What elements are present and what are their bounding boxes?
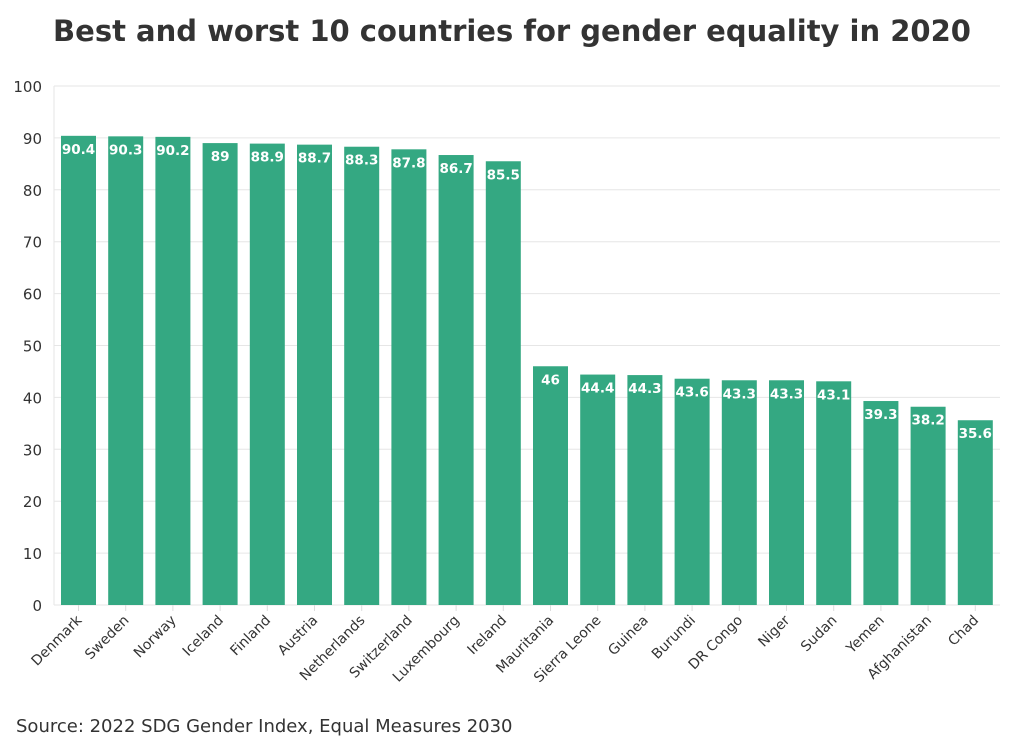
data-label: 38.2 (911, 413, 944, 429)
data-label: 88.9 (251, 150, 284, 166)
x-tick-label: Austria (275, 613, 321, 659)
bar (580, 374, 616, 605)
data-label: 89 (211, 149, 230, 165)
bar (816, 381, 852, 605)
y-tick-label: 20 (23, 493, 42, 511)
bar (533, 366, 568, 605)
x-tick-label: Sudan (798, 613, 841, 656)
y-tick-label: 60 (23, 286, 42, 304)
x-tick-label: Niger (755, 612, 793, 650)
data-label: 86.7 (439, 161, 472, 177)
x-tick-label: Chad (945, 613, 982, 650)
bar (769, 380, 804, 605)
bar (721, 380, 757, 605)
bar (485, 161, 521, 605)
bar (391, 149, 427, 605)
data-label: 35.6 (959, 426, 992, 442)
data-label: 90.2 (156, 143, 189, 159)
data-label: 44.3 (628, 381, 661, 397)
x-tick-label: Guinea (605, 613, 651, 659)
data-label: 88.7 (298, 151, 331, 167)
bar (627, 375, 663, 605)
y-tick-label: 100 (13, 78, 42, 96)
y-tick-label: 80 (23, 182, 42, 200)
bar (863, 401, 899, 605)
data-label: 44.4 (581, 381, 614, 397)
data-label: 43.1 (817, 387, 850, 403)
bar (155, 136, 191, 605)
data-label: 90.4 (62, 142, 95, 158)
x-tick-label: Norway (131, 613, 180, 662)
y-tick-label: 30 (23, 441, 42, 459)
bar (108, 136, 144, 605)
x-tick-label: Finland (227, 613, 274, 660)
x-tick-label: Iceland (180, 613, 227, 660)
bar (438, 155, 474, 606)
data-label: 87.8 (392, 155, 425, 171)
chart-title: Best and worst 10 countries for gender e… (53, 14, 971, 48)
y-tick-label: 90 (23, 130, 42, 148)
data-label: 43.6 (675, 385, 708, 401)
data-label: 88.3 (345, 153, 378, 169)
bar (674, 378, 710, 605)
data-label: 46 (541, 372, 560, 388)
data-label: 43.3 (770, 386, 803, 402)
y-tick-label: 10 (23, 545, 42, 563)
bar (297, 144, 332, 605)
y-tick-label: 40 (23, 389, 42, 407)
bar (957, 420, 993, 605)
bar (202, 143, 238, 605)
y-tick-label: 70 (23, 234, 42, 252)
bar (344, 146, 380, 605)
source-note: Source: 2022 SDG Gender Index, Equal Mea… (16, 716, 513, 737)
bar (249, 143, 285, 605)
bar (910, 406, 946, 605)
bar (61, 135, 96, 605)
x-tick-label: Ireland (465, 613, 511, 659)
data-label: 43.3 (723, 386, 756, 402)
data-label: 39.3 (864, 407, 897, 423)
y-tick-label: 50 (23, 338, 42, 356)
x-tick-label: Yemen (843, 613, 888, 658)
data-label: 90.3 (109, 142, 142, 158)
x-tick-label: Sweden (82, 613, 132, 663)
x-tick-label: Denmark (29, 612, 86, 669)
y-tick-label: 0 (32, 597, 42, 615)
data-label: 85.5 (487, 167, 520, 183)
